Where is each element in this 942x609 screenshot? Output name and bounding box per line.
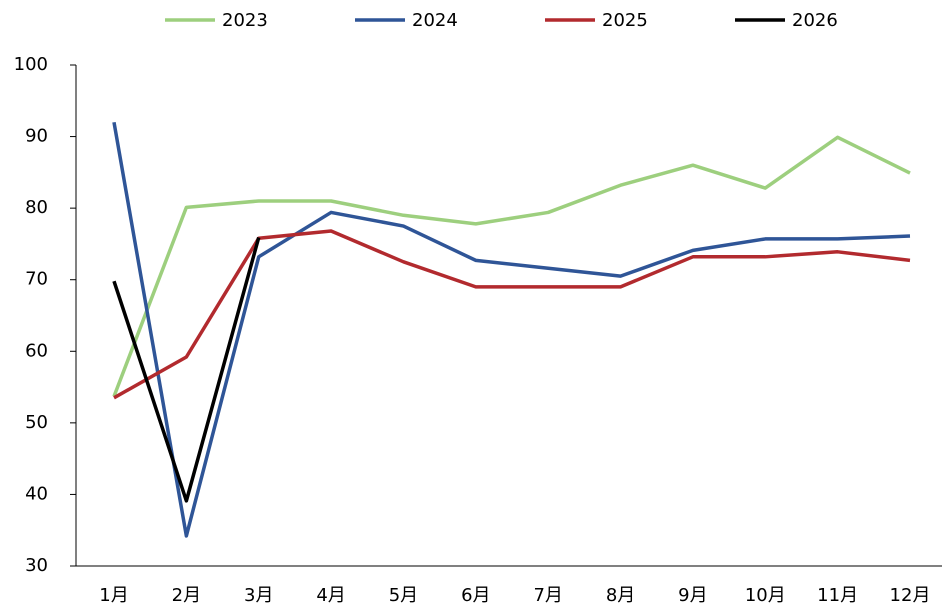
x-tick-label: 9月 — [678, 585, 707, 606]
x-tick-label: 4月 — [316, 585, 345, 606]
x-tick-label: 1月 — [99, 585, 128, 606]
y-tick-label: 30 — [25, 555, 48, 576]
legend-label: 2024 — [412, 10, 458, 31]
legend-label: 2026 — [792, 10, 838, 31]
x-tick-label: 7月 — [533, 585, 562, 606]
y-tick-label: 70 — [25, 269, 48, 290]
y-tick-label: 40 — [25, 483, 48, 504]
y-tick-label: 50 — [25, 412, 48, 433]
x-tick-label: 12月 — [890, 585, 931, 606]
series-line — [112, 237, 261, 503]
x-tick-label: 3月 — [244, 585, 273, 606]
x-tick-label: 6月 — [461, 585, 490, 606]
y-tick-label: 100 — [14, 54, 48, 75]
x-tick-label: 8月 — [606, 585, 635, 606]
series-line — [113, 229, 911, 400]
x-tick-label: 10月 — [745, 585, 786, 606]
legend-label: 2023 — [222, 10, 268, 31]
y-tick-label: 90 — [25, 126, 48, 147]
legend-label: 2025 — [602, 10, 648, 31]
y-tick-label: 60 — [25, 340, 48, 361]
series-line — [112, 135, 911, 398]
series-line — [112, 121, 911, 538]
y-tick-label: 80 — [25, 197, 48, 218]
x-tick-label: 11月 — [817, 585, 858, 606]
x-tick-label: 2月 — [172, 585, 201, 606]
x-tick-label: 5月 — [389, 585, 418, 606]
